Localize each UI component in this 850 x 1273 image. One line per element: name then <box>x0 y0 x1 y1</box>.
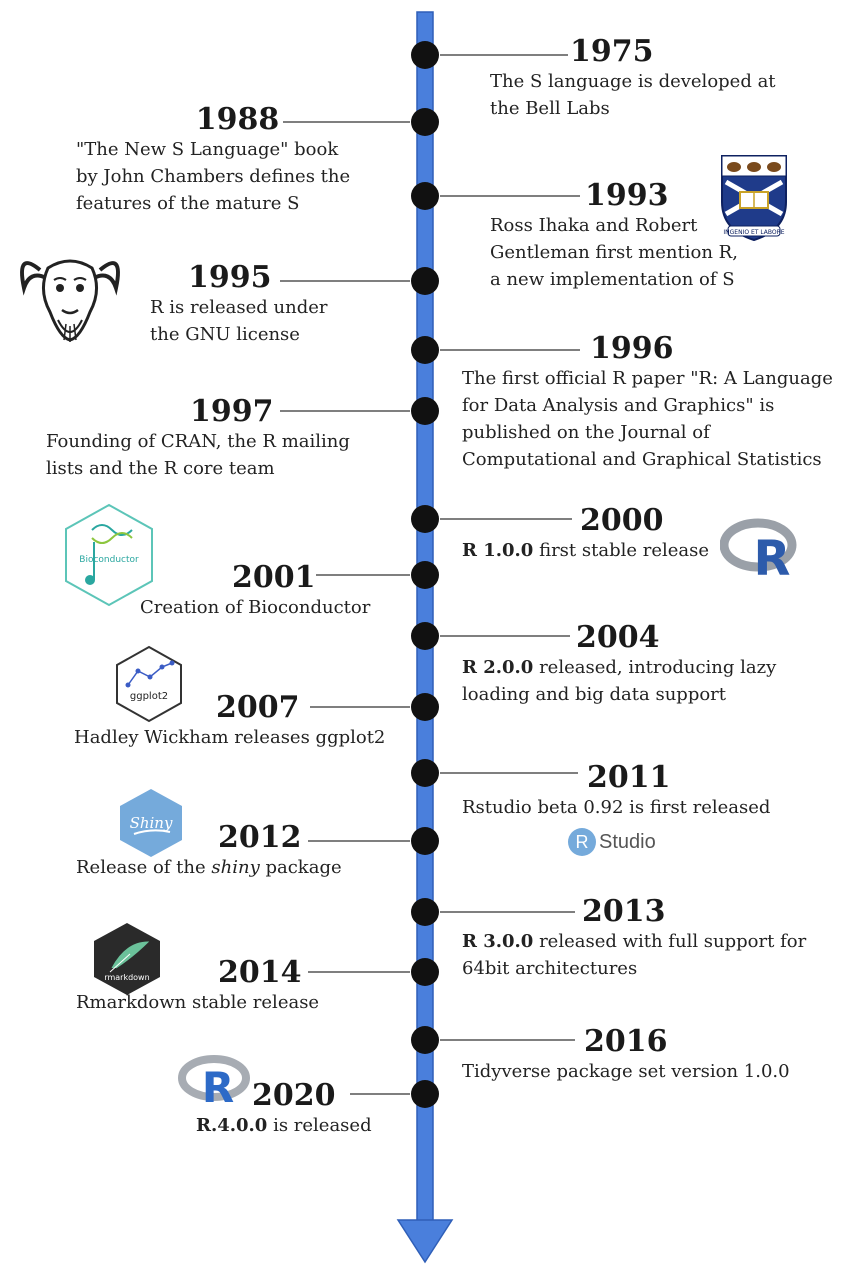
rstudio-wordmark: Studio <box>599 830 656 853</box>
event-description: Hadley Wickham releases ggplot2 <box>74 727 386 748</box>
svg-text:rmarkdown: rmarkdown <box>104 973 149 982</box>
rstudio-r-badge: R <box>568 828 596 856</box>
version-label: R.4.0.0 <box>196 1115 268 1136</box>
gnu-head-icon <box>20 259 120 342</box>
timeline-node <box>411 622 439 650</box>
timeline-node <box>411 561 439 589</box>
event-year: 2001 <box>232 560 316 595</box>
event-1995: 1995 R is released under the GNU license <box>150 262 390 348</box>
event-description: The first official R paper "R: A Languag… <box>462 368 833 470</box>
event-description: "The New S Language" book by John Chambe… <box>76 139 351 214</box>
university-of-auckland-crest-icon: INGENIO ET LABORE <box>721 155 787 242</box>
event-year: 2000 <box>580 503 664 538</box>
timeline-node <box>411 505 439 533</box>
timeline-node <box>411 693 439 721</box>
rstudio-logo-icon: R Studio <box>568 828 678 860</box>
event-description: Release of the shiny package <box>76 857 342 878</box>
event-year: 2004 <box>576 620 660 655</box>
event-2011: 2011 Rstudio beta 0.92 is first released <box>462 762 792 821</box>
svg-text:Bioconductor: Bioconductor <box>79 555 139 565</box>
event-year: 2007 <box>216 690 300 725</box>
event-1997: 1997 Founding of CRAN, the R mailing lis… <box>46 396 386 482</box>
version-label: R 2.0.0 <box>462 657 534 678</box>
timeline-node <box>411 898 439 926</box>
event-2000: 2000 R 1.0.0 first stable release <box>462 505 722 564</box>
event-year: 1995 <box>188 260 272 295</box>
event-year: 1996 <box>590 331 674 366</box>
event-year: 2014 <box>218 955 302 990</box>
timeline-node <box>411 41 439 69</box>
bioconductor-logo-icon: Bioconductor <box>65 503 153 607</box>
timeline-node <box>411 958 439 986</box>
event-description: R 1.0.0 first stable release <box>462 540 710 561</box>
svg-text:ggplot2: ggplot2 <box>130 691 168 702</box>
svg-text:R: R <box>754 531 791 583</box>
event-year: 2016 <box>584 1024 668 1059</box>
ggplot2-logo-icon: ggplot2 <box>116 645 182 723</box>
event-year: 2011 <box>587 760 671 795</box>
event-2012: 2012 Release of the shiny package <box>76 822 386 881</box>
timeline-node <box>411 1080 439 1108</box>
event-description: Tidyverse package set version 1.0.0 <box>462 1061 790 1082</box>
event-year: 2012 <box>218 820 302 855</box>
event-1988: 1988 "The New S Language" book by John C… <box>70 104 405 217</box>
event-description: Rstudio beta 0.92 is first released <box>462 797 771 818</box>
event-2014: 2014 Rmarkdown stable release <box>76 957 376 1016</box>
svg-text:Shiny: Shiny <box>130 814 173 832</box>
timeline-node <box>411 336 439 364</box>
event-description: Rmarkdown stable release <box>76 992 320 1013</box>
timeline-node <box>411 182 439 210</box>
timeline-node <box>411 397 439 425</box>
event-1975: 1975 The S language is developed at the … <box>490 36 810 122</box>
event-description: Ross Ihaka and Robert Gentleman first me… <box>490 215 738 290</box>
timeline-arrowhead <box>396 1219 454 1264</box>
r-logo-2020-icon: R <box>178 1055 250 1112</box>
timeline-node <box>411 1026 439 1054</box>
event-2016: 2016 Tidyverse package set version 1.0.0 <box>462 1026 822 1085</box>
version-label: R 3.0.0 <box>462 931 534 952</box>
version-label: R 1.0.0 <box>462 540 534 561</box>
event-description: R is released under the GNU license <box>150 297 328 345</box>
svg-text:INGENIO ET LABORE: INGENIO ET LABORE <box>723 229 784 236</box>
event-2007: 2007 Hadley Wickham releases ggplot2 <box>74 692 394 751</box>
event-description: Creation of Bioconductor <box>140 597 371 618</box>
package-name: shiny <box>211 857 260 878</box>
event-description: R 2.0.0 released, introducing lazy loadi… <box>462 657 777 705</box>
timeline-node <box>411 267 439 295</box>
event-2013: 2013 R 3.0.0 released with full support … <box>462 896 822 982</box>
event-description: Founding of CRAN, the R mailing lists an… <box>46 431 350 479</box>
event-year: 1993 <box>585 178 669 213</box>
event-description: R.4.0.0 is released <box>196 1115 372 1136</box>
event-year: 1988 <box>195 102 280 137</box>
timeline-node <box>411 759 439 787</box>
event-2004: 2004 R 2.0.0 released, introducing lazy … <box>462 622 802 708</box>
event-1996: 1996 The first official R paper "R: A La… <box>462 333 842 473</box>
event-year: 2020 <box>252 1078 336 1113</box>
event-1993: 1993 Ross Ihaka and Robert Gentleman fir… <box>490 180 790 293</box>
event-2001: 2001 Creation of Bioconductor <box>140 562 390 621</box>
timeline-node <box>411 827 439 855</box>
event-year: 1997 <box>190 394 274 429</box>
shiny-logo-icon: Shiny <box>120 789 182 857</box>
rmarkdown-logo-icon: rmarkdown <box>94 923 160 995</box>
event-year: 2013 <box>582 894 666 929</box>
svg-text:R: R <box>202 1063 234 1112</box>
timeline-node <box>411 108 439 136</box>
event-description: The S language is developed at the Bell … <box>490 71 776 119</box>
event-year: 1975 <box>570 34 654 69</box>
r-logo-2000-icon: R <box>720 518 797 583</box>
event-2020: 2020 R.4.0.0 is released <box>196 1080 396 1139</box>
event-description: R 3.0.0 released with full support for 6… <box>462 931 807 979</box>
